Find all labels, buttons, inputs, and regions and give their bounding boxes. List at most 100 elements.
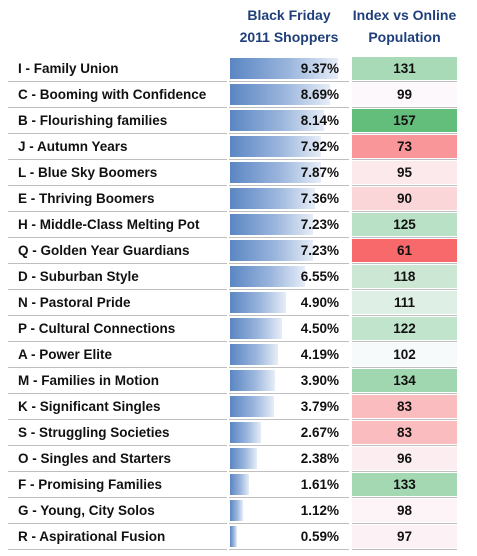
segment-cell: L - Blue Sky Boomers: [8, 160, 227, 186]
index-cell: 125: [352, 212, 457, 238]
share-value-label: 1.61%: [300, 477, 339, 492]
table-row: J - Autumn Years 7.92% 73: [0, 134, 477, 160]
share-bar: [230, 526, 237, 547]
segment-cell: H - Middle-Class Melting Pot: [8, 212, 227, 238]
segment-cell: G - Young, City Solos: [8, 498, 227, 524]
share-cell: 3.90%: [229, 368, 349, 394]
segment-label: G - Young, City Solos: [18, 503, 155, 518]
share-cell: 8.14%: [229, 108, 349, 134]
share-cell: 4.90%: [229, 290, 349, 316]
header-black-friday-shoppers: Black Friday 2011 Shoppers: [239, 7, 339, 45]
index-value-label: 95: [396, 165, 413, 180]
share-bar: [230, 318, 282, 339]
table-row: H - Middle-Class Melting Pot 7.23% 125: [0, 212, 477, 238]
table-row: Q - Golden Year Guardians 7.23% 61: [0, 238, 477, 264]
table-row: C - Booming with Confidence 8.69% 99: [0, 82, 477, 108]
share-bar: [230, 370, 275, 391]
share-bar: [230, 266, 306, 287]
share-value-label: 2.67%: [300, 425, 339, 440]
table-row: E - Thriving Boomers 7.36% 90: [0, 186, 477, 212]
segment-label: C - Booming with Confidence: [18, 87, 207, 102]
index-cell: 118: [352, 264, 457, 290]
table-row: N - Pastoral Pride 4.90% 111: [0, 290, 477, 316]
segment-cell: R - Aspirational Fusion: [8, 524, 227, 550]
share-value-label: 3.90%: [300, 373, 339, 388]
index-cell: 98: [352, 498, 457, 524]
segment-cell: S - Struggling Societies: [8, 420, 227, 446]
index-value-label: 83: [396, 425, 413, 440]
table-row: G - Young, City Solos 1.12% 98: [0, 498, 477, 524]
segment-cell: Q - Golden Year Guardians: [8, 238, 227, 264]
share-value-label: 3.79%: [300, 399, 339, 414]
index-value-label: 61: [396, 243, 413, 258]
share-cell: 0.59%: [229, 524, 349, 550]
index-cell: 61: [352, 238, 457, 264]
table-row: O - Singles and Starters 2.38% 96: [0, 446, 477, 472]
index-value-label: 134: [393, 373, 416, 388]
share-cell: 2.67%: [229, 420, 349, 446]
index-heat-fill: [352, 291, 457, 314]
index-heat-fill: [352, 187, 457, 210]
index-value-label: 83: [396, 399, 413, 414]
share-value-label: 7.36%: [300, 191, 339, 206]
share-cell: 8.69%: [229, 82, 349, 108]
index-cell: 90: [352, 186, 457, 212]
segment-label: P - Cultural Connections: [18, 321, 176, 336]
share-bar: [230, 344, 279, 365]
share-cell: 1.61%: [229, 472, 349, 498]
share-bar: [230, 474, 249, 495]
index-cell: 97: [352, 524, 457, 550]
share-bar: [230, 58, 338, 79]
segment-label: B - Flourishing families: [18, 113, 168, 128]
segment-cell: F - Promising Families: [8, 472, 227, 498]
index-heat-fill: [352, 317, 457, 340]
segment-cell: P - Cultural Connections: [8, 316, 227, 342]
segment-label: Q - Golden Year Guardians: [18, 243, 190, 258]
index-cell: 111: [352, 290, 457, 316]
share-value-label: 7.23%: [300, 217, 339, 232]
index-heat-fill: [352, 239, 457, 262]
share-cell: 7.23%: [229, 212, 349, 238]
segment-label: F - Promising Families: [18, 477, 163, 492]
index-heat-fill: [352, 525, 457, 548]
share-value-label: 8.69%: [300, 87, 339, 102]
share-bar: [230, 292, 287, 313]
segment-label: M - Families in Motion: [18, 373, 159, 388]
share-bar: [230, 448, 258, 469]
share-bar: [230, 188, 315, 209]
share-bar: [230, 422, 261, 443]
segment-label: N - Pastoral Pride: [18, 295, 131, 310]
segment-label: K - Significant Singles: [18, 399, 161, 414]
index-cell: 96: [352, 446, 457, 472]
index-cell: 133: [352, 472, 457, 498]
index-cell: 122: [352, 316, 457, 342]
share-cell: 7.23%: [229, 238, 349, 264]
index-value-label: 131: [393, 61, 416, 76]
index-heat-fill: [352, 343, 457, 366]
share-cell: 1.12%: [229, 498, 349, 524]
share-bar: [230, 162, 321, 183]
share-cell: 2.38%: [229, 446, 349, 472]
segment-cell: C - Booming with Confidence: [8, 82, 227, 108]
share-cell: 9.37%: [229, 56, 349, 82]
share-value-label: 8.14%: [300, 113, 339, 128]
index-heat-fill: [352, 265, 457, 288]
share-bar: [230, 396, 274, 417]
table-row: D - Suburban Style 6.55% 118: [0, 264, 477, 290]
share-bar: [230, 136, 322, 157]
share-bar: [230, 214, 314, 235]
index-cell: 83: [352, 394, 457, 420]
share-value-label: 4.19%: [300, 347, 339, 362]
index-cell: 134: [352, 368, 457, 394]
segment-cell: D - Suburban Style: [8, 264, 227, 290]
share-bar: [230, 240, 314, 261]
share-value-label: 4.90%: [300, 295, 339, 310]
share-bar: [230, 84, 331, 105]
index-value-label: 73: [396, 139, 413, 154]
index-heat-fill: [352, 213, 457, 236]
index-value-label: 98: [396, 503, 413, 518]
segment-cell: E - Thriving Boomers: [8, 186, 227, 212]
index-heat-fill: [352, 369, 457, 392]
share-cell: 6.55%: [229, 264, 349, 290]
